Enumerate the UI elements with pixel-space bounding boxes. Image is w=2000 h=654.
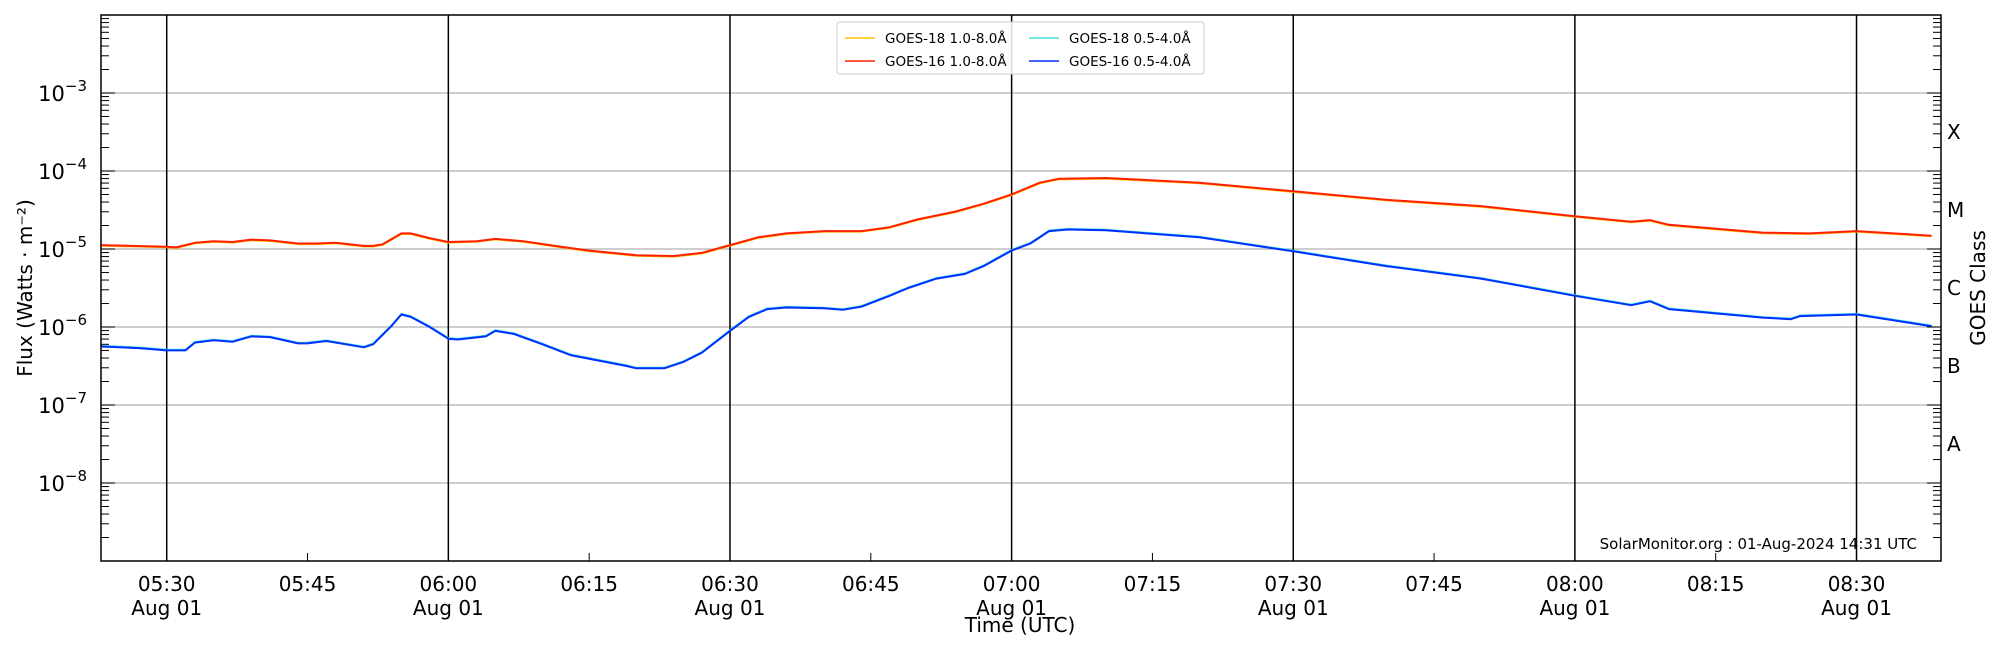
x-tick-label: 05:30	[138, 572, 196, 596]
legend-box	[836, 21, 1205, 75]
x-tick-label: 05:45	[279, 572, 337, 596]
x-tick-label: 08:30	[1828, 572, 1886, 596]
x-tick-date: Aug 01	[695, 596, 766, 620]
source-annotation: SolarMonitor.org : 01-Aug-2024 14:31 UTC	[1600, 535, 1917, 553]
x-tick-label: 07:15	[1124, 572, 1182, 596]
x-tick-label: 07:45	[1405, 572, 1463, 596]
legend: GOES-18 1.0-8.0Å GOES-16 1.0-8.0Å GOES-18 …	[836, 21, 1205, 75]
x-tick-date: Aug 01	[1539, 596, 1610, 620]
half-hour-lines	[165, 15, 1858, 561]
axis-ticks	[101, 18, 1941, 561]
legend-label: GOES-18 0.5-4.0Å	[1069, 30, 1191, 47]
goes-class-label: C	[1947, 276, 1961, 300]
y-tick-label: 10−5	[38, 233, 87, 262]
y-tick-label: 10−4	[38, 155, 87, 184]
x-tick-date: Aug 01	[413, 596, 484, 620]
x-tick-label: 06:30	[701, 572, 759, 596]
x-tick-date: Aug 01	[131, 596, 202, 620]
plot-frame	[100, 14, 1942, 562]
x-tick-label: 07:30	[1264, 572, 1322, 596]
series-lines	[100, 177, 1932, 370]
x-tick-label: 07:00	[983, 572, 1041, 596]
y-axis-label: Flux (Watts · m⁻²)	[13, 199, 37, 377]
legend-label: GOES-18 1.0-8.0Å	[885, 30, 1007, 47]
x-tick-date: Aug 01	[1258, 596, 1329, 620]
y-tick-label: 10−3	[38, 77, 87, 106]
series-line	[100, 228, 1932, 370]
y-tick-label: 10−7	[38, 389, 87, 418]
x-tick-label: 06:00	[420, 572, 478, 596]
x-tick-date: Aug 01	[976, 596, 1047, 620]
x-tick-label: 08:00	[1546, 572, 1604, 596]
y-tick-label: 10−8	[38, 467, 87, 496]
goes-class-label: X	[1947, 120, 1961, 144]
y2-axis-label: GOES Class	[1966, 230, 1990, 346]
x-tick-date: Aug 01	[1821, 596, 1892, 620]
legend-label: GOES-16 0.5-4.0Å	[1069, 53, 1191, 70]
gridlines	[101, 92, 1941, 484]
goes-class-label: B	[1947, 354, 1961, 378]
x-tick-label: 06:15	[560, 572, 618, 596]
goes-class-label: M	[1947, 198, 1964, 222]
x-tick-label: 08:15	[1687, 572, 1745, 596]
x-tick-label: 06:45	[842, 572, 900, 596]
y-tick-label: 10−6	[38, 311, 87, 340]
x-axis-label: Time (UTC)	[964, 613, 1076, 637]
goes-class-label: A	[1947, 432, 1961, 456]
legend-label: GOES-16 1.0-8.0Å	[885, 53, 1007, 70]
series-line	[100, 177, 1932, 257]
